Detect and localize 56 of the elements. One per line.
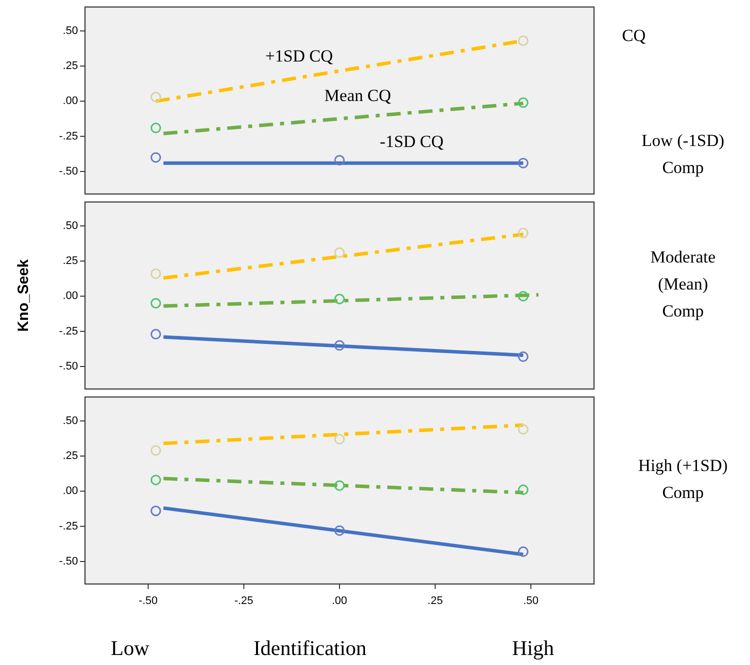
y-tick-label: .00 — [62, 290, 78, 302]
point — [150, 298, 162, 308]
point — [150, 152, 162, 163]
point — [334, 434, 345, 444]
y-tick-label: .25 — [62, 254, 78, 267]
x-tick-label: -.50 — [138, 595, 158, 607]
text: High — [512, 636, 554, 660]
point — [150, 122, 162, 134]
series-label: +1SD CQ — [265, 46, 333, 66]
point — [518, 351, 528, 362]
y-tick-label: -.25 — [59, 520, 78, 532]
point — [518, 35, 528, 46]
point — [334, 340, 345, 351]
text: CQ — [622, 26, 646, 45]
x-tick-label: -.25 — [234, 595, 254, 607]
point — [518, 228, 528, 238]
text: Low (-1SD) Comp — [642, 130, 724, 177]
x-tick-label: .50 — [523, 595, 538, 607]
series-label: Mean CQ — [324, 86, 392, 106]
y-tick-label: -.25 — [59, 325, 78, 338]
y-tick-label: .25 — [62, 60, 78, 72]
y-tick-label: -.50 — [59, 360, 78, 372]
x-axis-title: Identification — [253, 636, 368, 660]
point — [334, 155, 345, 166]
y-tick-label: .00 — [62, 95, 78, 108]
point — [334, 247, 345, 258]
point — [518, 424, 528, 435]
point — [518, 158, 528, 168]
y-tick-label: -.50 — [59, 165, 78, 178]
y-tick-label: .00 — [62, 485, 78, 498]
point — [518, 546, 528, 557]
point — [518, 290, 528, 302]
y-tick-label: -.50 — [59, 555, 78, 568]
text: High (+1SD) Comp — [638, 456, 728, 502]
point — [150, 474, 162, 486]
y-tick-label: .50 — [62, 220, 78, 232]
x-tick-label: .00 — [332, 595, 348, 607]
series-label: -1SD CQ — [380, 132, 444, 151]
point — [150, 268, 162, 279]
point — [334, 294, 345, 304]
point — [518, 97, 528, 108]
point — [150, 445, 162, 456]
point — [334, 480, 345, 491]
y-tick-label: -.25 — [59, 130, 78, 142]
point — [150, 328, 162, 340]
text: Low — [110, 636, 150, 660]
text: Moderate (Mean) Comp — [650, 247, 716, 320]
point — [334, 525, 345, 536]
x-tick-label: .25 — [428, 595, 443, 607]
point — [518, 484, 528, 496]
y-tick-label: .50 — [62, 24, 78, 37]
y-axis-title: Kno_Seek — [15, 258, 32, 332]
y-tick-label: .50 — [62, 414, 78, 427]
y-tick-label: .25 — [62, 450, 78, 462]
point — [150, 92, 162, 102]
point — [150, 506, 162, 516]
